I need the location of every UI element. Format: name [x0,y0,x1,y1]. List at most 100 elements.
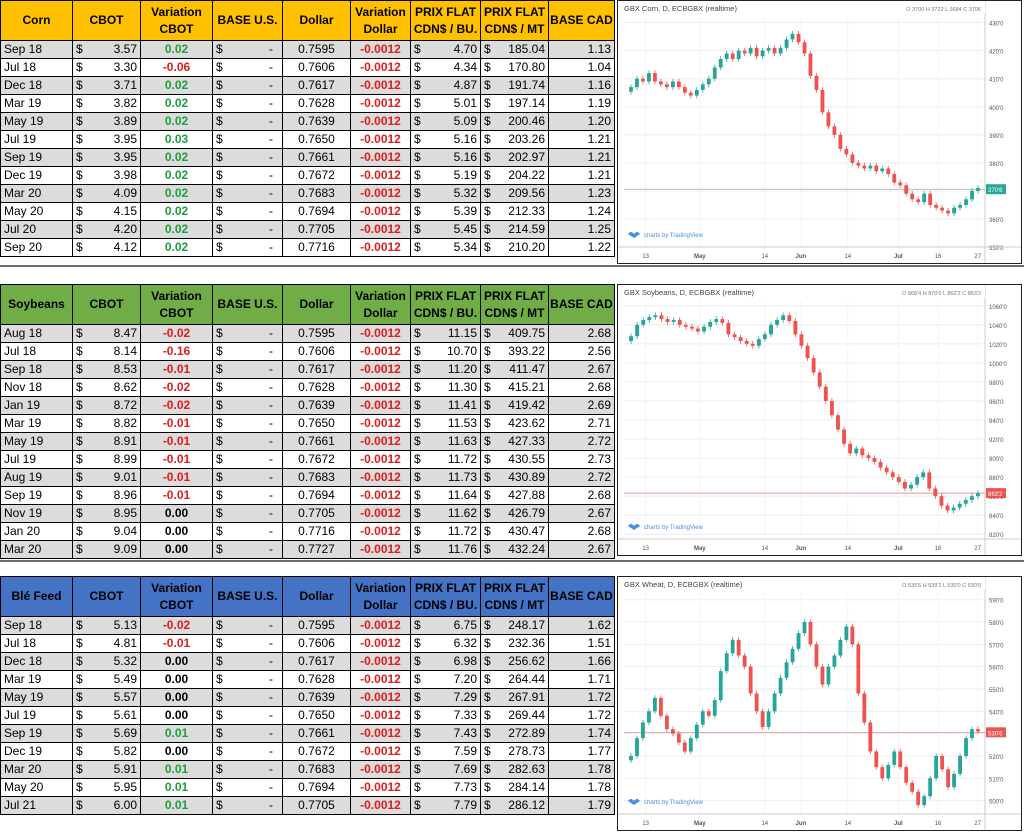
cell-contract: Dec 18 [0,76,73,95]
cell-variation-dollar: -0.0012 [350,202,411,221]
currency-symbol: $ [414,452,421,466]
currency-symbol: $ [484,240,491,254]
money-cell: $ - [216,726,279,742]
variation-dollar-value: -0.0012 [360,168,401,182]
cell-variation-dollar: -0.0012 [350,148,411,167]
cell-value: 7.43 [453,726,477,740]
currency-symbol: $ [216,186,223,200]
header-row: Corn CBOT Variation CBOT BASE U.S. Dollar Vari… [0,0,615,41]
candle-body [862,165,867,169]
currency-symbol: $ [76,780,83,794]
money-cell: $ - [216,362,279,378]
contract-label: Dec 19 [4,168,43,182]
cell-value: - [269,708,273,722]
currency-symbol: $ [76,452,83,466]
currency-symbol: $ [216,726,223,740]
cell-base-us: $ - [212,184,283,203]
variation-value: 0.00 [164,506,189,520]
variation-dollar-value: -0.0012 [360,618,401,632]
cell-value: 423.62 [508,416,545,430]
variation-dollar-value: -0.0012 [360,204,401,218]
cell-base-cad: 2.67 [548,504,615,523]
currency-symbol: $ [76,434,83,448]
candle-body [641,320,646,325]
cell-variation-cbot: 0.01 [140,796,213,815]
money-cell: $11.72 [414,452,477,468]
money-cell: $11.53 [414,416,477,432]
cell-value: 7.20 [453,672,477,686]
header-line: Variation [151,580,202,595]
cell-value: 10.70 [446,344,477,358]
variation-value: -0.02 [162,398,191,412]
cell-value: 0.7661 [298,434,335,448]
cell-prix-flat-bu: $6.98 [410,652,481,671]
cell-prix-flat-bu: $5.16 [410,130,481,149]
currency-symbol: $ [484,150,491,164]
cell-value: - [269,416,273,430]
wheat-chart-panel[interactable]: 590'0580'0570'0560'0550'0540'0530'0520'0… [617,576,1022,831]
contract-label: Sep 18 [4,618,43,632]
currency-symbol: $ [484,204,491,218]
header-variation-dollar: Variation Dollar [350,284,411,325]
money-cell: $212.33 [484,204,545,220]
soybeans-chart[interactable]: 1060'0 1040'0 1020'0 1000'0 980'0 960'0 940'0 9… [618,285,1021,555]
money-cell: $7.33 [414,708,477,724]
cell-variation-dollar: -0.0012 [350,742,411,761]
table-row: Jan 20 $9.04 0.00 $ -0.7716 -0.0012 $11.72 $430… [0,522,615,541]
header-line: Variation [355,288,406,303]
candle-body [856,162,861,166]
chart-header-bg [618,285,985,298]
candle-body [802,42,807,54]
cell-variation-dollar: -0.0012 [350,130,411,149]
candle-body [964,738,968,756]
cell-value: 11.64 [447,488,477,502]
corn-chart[interactable]: 430'0420'0410'0400'0390'0380'0370'0360'0… [618,1,1021,263]
money-cell: $5.49 [76,672,137,688]
candle-body [823,386,828,401]
cell-value: 415.21 [508,380,545,394]
cell-dollar: 0.7639 [282,112,351,131]
cell-prix-flat-mt: $432.24 [480,540,549,559]
cell-value: 2.72 [587,434,611,448]
currency-symbol: $ [414,42,421,56]
cell-value: 232.36 [508,636,545,650]
cell-cbot: $5.13 [72,616,141,635]
cell-value: 9.09 [113,542,137,556]
money-cell: $ - [216,654,279,670]
corn-chart-panel[interactable]: 430'0420'0410'0400'0390'0380'0370'0360'0… [617,0,1022,264]
currency-symbol: $ [216,204,223,218]
contract-label: Aug 19 [4,470,43,484]
y-tick-label: 880'0 [989,476,1004,482]
currency-symbol: $ [76,114,83,128]
cell-value: 0.7672 [298,452,335,466]
money-cell: $5.32 [76,654,137,670]
candle-body [629,87,633,92]
currency-symbol: $ [76,672,83,686]
money-cell: $5.91 [76,762,137,778]
cell-prix-flat-bu: $5.45 [410,220,481,239]
cell-value: 210.20 [508,240,545,254]
cell-contract: Dec 19 [0,166,73,185]
table-row: May 20 $4.15 0.02 $ -0.7694 -0.0012 $5.39 $212.… [0,202,615,221]
cell-cbot: $4.15 [72,202,141,221]
money-cell: $5.13 [76,618,137,634]
variation-dollar-value: -0.0012 [360,240,401,254]
currency-symbol: $ [414,488,421,502]
header-base-us: BASE U.S. [212,576,283,617]
candle-body [762,334,767,340]
table-row: Sep 20 $4.12 0.02 $ -0.7716 -0.0012 $5.34 $210.… [0,238,615,257]
cell-value: 1.51 [587,636,611,650]
soybeans-chart-panel[interactable]: 1060'0 1040'0 1020'0 1000'0 980'0 960'0 940'0 9… [617,284,1022,556]
cell-cbot: $8.47 [72,324,141,343]
candle-body [910,782,915,792]
candle-body [886,764,891,779]
cell-cbot: $3.95 [72,148,141,167]
wheat-chart[interactable]: 590'0580'0570'0560'0550'0540'0530'0520'0… [618,577,1021,830]
money-cell: $5.69 [76,726,137,742]
cell-value: 1.62 [587,618,611,632]
money-cell: $4.87 [414,78,477,94]
candle-body [945,505,950,511]
candle-body [635,324,640,337]
header-variation-cbot: Variation CBOT [140,576,213,617]
header-line: CBOT [159,305,194,320]
